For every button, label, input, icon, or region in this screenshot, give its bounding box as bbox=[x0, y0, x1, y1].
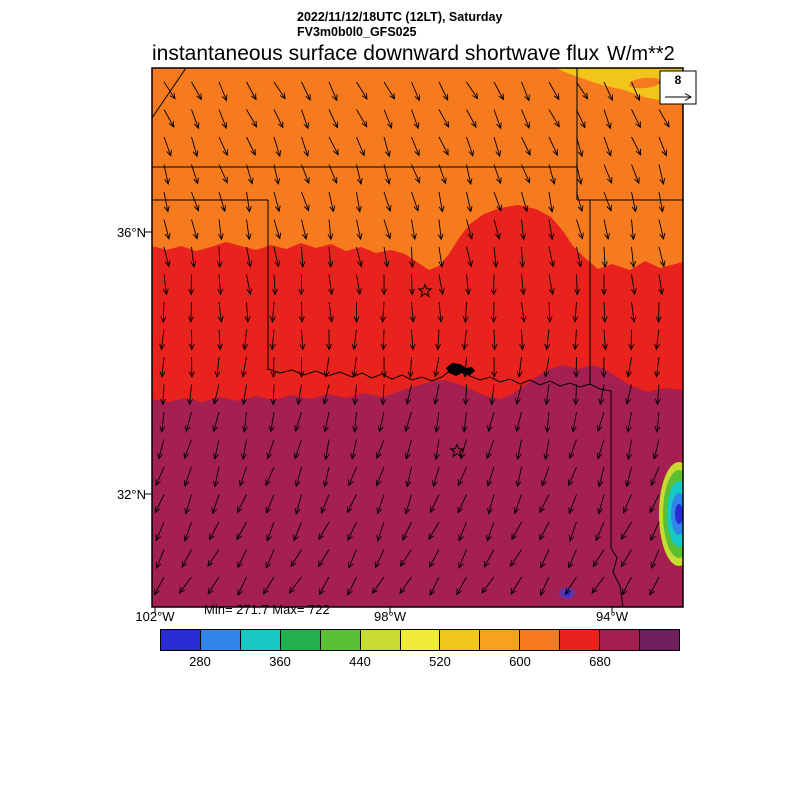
colorbar-segment bbox=[439, 630, 480, 650]
city-stars bbox=[417, 283, 465, 458]
lat-label-32n: 32°N bbox=[116, 487, 146, 502]
colorbar-tick-label: 440 bbox=[349, 654, 371, 669]
field-north-band bbox=[152, 68, 683, 270]
model-label: FV3m0b0l0_GFS025 bbox=[297, 25, 417, 39]
field-low-flux-spot bbox=[659, 462, 683, 566]
colorbar-segment bbox=[319, 630, 360, 650]
colorbar-segment bbox=[359, 630, 400, 650]
colorbar-segment bbox=[161, 630, 200, 650]
reference-vector-arrow-icon bbox=[665, 93, 692, 101]
valid-time-label: 2022/11/12/18UTC (12LT), Saturday bbox=[297, 10, 503, 24]
map-border bbox=[151, 67, 684, 608]
small-low-spot-core bbox=[563, 591, 571, 597]
colorbar-tick-label: 360 bbox=[269, 654, 291, 669]
units-label: W/m**2 bbox=[607, 43, 675, 65]
wind-arrows bbox=[154, 81, 671, 597]
colorbar-bar bbox=[160, 629, 680, 651]
state-borders bbox=[152, 68, 683, 607]
colorbar-segment bbox=[479, 630, 520, 650]
colorbar-segment bbox=[279, 630, 320, 650]
colorbar-tick-label: 680 bbox=[589, 654, 611, 669]
colorbar-segment bbox=[559, 630, 600, 650]
lon-label-102w: 102°W bbox=[135, 609, 175, 624]
colorbar-labels: 280 360 440 520 600 680 bbox=[160, 651, 680, 671]
reference-vector-box: 8 bbox=[659, 70, 697, 105]
axis-ticks bbox=[145, 231, 613, 613]
low-flux-core bbox=[675, 504, 683, 524]
colorbar-segment bbox=[199, 630, 240, 650]
field-south-band bbox=[152, 365, 683, 607]
city-star-icon bbox=[417, 283, 433, 298]
lon-label-98w: 98°W bbox=[374, 609, 406, 624]
reference-vector-value: 8 bbox=[675, 73, 682, 87]
colorbar-tick-label: 280 bbox=[189, 654, 211, 669]
field-northeast-patch-streak bbox=[629, 77, 661, 89]
colorbar-tick-label: 600 bbox=[509, 654, 531, 669]
colorbar-segment bbox=[399, 630, 440, 650]
colorbar-segment bbox=[639, 630, 679, 650]
lake-icon bbox=[446, 363, 475, 376]
city-star-icon bbox=[449, 443, 465, 458]
lat-label-36n: 36°N bbox=[116, 225, 146, 240]
colorbar-segment bbox=[239, 630, 280, 650]
red-river bbox=[267, 368, 612, 392]
min-max-label: Min= 271.7 Max= 722 bbox=[204, 602, 330, 617]
plot-title: instantaneous surface downward shortwave… bbox=[152, 42, 600, 65]
colorbar-tick-label: 520 bbox=[429, 654, 451, 669]
colorbar-segment bbox=[519, 630, 560, 650]
field-northeast-patch bbox=[556, 68, 683, 101]
reference-vector-frame bbox=[659, 70, 697, 105]
lon-label-94w: 94°W bbox=[596, 609, 628, 624]
colorbar: 280 360 440 520 600 680 bbox=[160, 629, 680, 671]
colorbar-segment bbox=[599, 630, 640, 650]
